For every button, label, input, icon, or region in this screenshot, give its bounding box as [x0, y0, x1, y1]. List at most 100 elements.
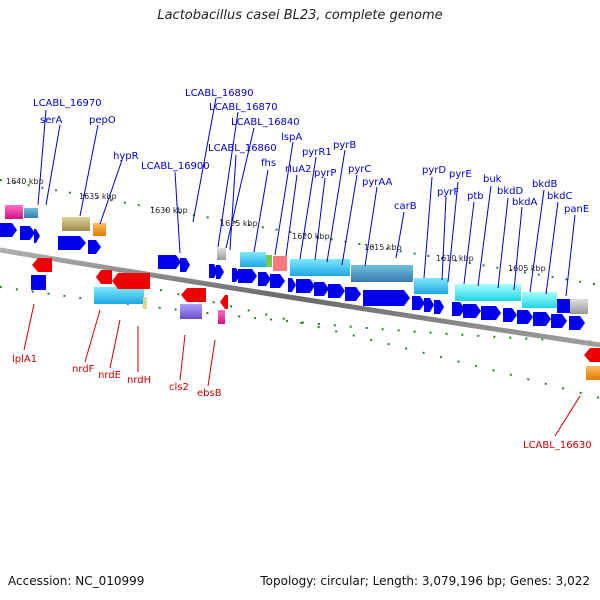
gene-label: nrdF	[72, 364, 95, 375]
gene-label: pyrE	[449, 169, 472, 180]
feature-block	[218, 310, 225, 324]
forward-gene-arrow	[452, 302, 465, 316]
forward-gene-arrow	[481, 306, 501, 320]
gene-label: rluA2	[285, 164, 311, 175]
forward-gene-arrow	[296, 279, 315, 293]
gene-label: LCABL_16860	[208, 143, 277, 154]
forward-gene-arrow	[533, 312, 551, 326]
gene-label: hypR	[113, 151, 139, 162]
gene-label: lplA1	[12, 354, 37, 365]
gene-label: buk	[483, 174, 502, 185]
feature-block	[24, 208, 38, 218]
reverse-gene-arrow	[220, 295, 228, 309]
gene-label: pyrC	[348, 164, 371, 175]
gene-label: nrdE	[98, 370, 121, 381]
gene-label: pyrR1	[302, 147, 332, 158]
tick-labels: 1640 kbp 1635 kbp 1630 kbp 1625 kbp 1620…	[6, 177, 546, 273]
reverse-gene-arrow	[96, 270, 112, 284]
leader-lines	[23, 97, 581, 437]
feature-block	[240, 252, 266, 267]
tick-label: 1605 kbp	[508, 264, 546, 273]
gene-label: LCABL_16970	[33, 98, 102, 109]
forward-gene-labels: LCABL_16970 serA pepO hypR LCABL_16900 L…	[33, 88, 589, 215]
gene-label: pyrF	[437, 187, 459, 198]
tick-label: 1610 kbp	[436, 254, 474, 263]
gene-label: fhs	[261, 158, 276, 169]
forward-gene-arrow	[412, 296, 425, 310]
feature-block	[62, 217, 90, 231]
reverse-gene-arrow	[181, 288, 206, 302]
gene-label: LCABL_16870	[209, 102, 278, 113]
forward-gene-arrow	[209, 264, 218, 278]
tick-label: 1615 kbp	[364, 243, 402, 252]
forward-gene-arrow	[258, 272, 271, 286]
gene-label: LCABL_16840	[231, 117, 300, 128]
gene-label: LCABL_16900	[141, 161, 210, 172]
forward-gene-arrow	[517, 310, 533, 324]
tick-label: 1630 kbp	[150, 206, 188, 215]
forward-gene-arrow	[20, 226, 35, 240]
feature-block	[180, 304, 202, 319]
feature-block	[143, 297, 147, 309]
feature-block	[273, 256, 287, 271]
genome-backbone	[0, 247, 600, 348]
forward-gene-arrow	[503, 308, 517, 322]
gene-label: ebsB	[197, 388, 222, 399]
tick-label: 1640 kbp	[6, 177, 44, 186]
forward-gene-arrow	[180, 258, 190, 272]
gene-label: LCABL_16890	[185, 88, 254, 99]
gene-label: LCABL_16630	[523, 440, 592, 451]
feature-block	[455, 284, 521, 301]
forward-gene-arrow	[216, 265, 224, 279]
feature-block	[586, 366, 600, 380]
forward-gene-arrow	[314, 282, 329, 296]
gene-label: bkdD	[497, 186, 523, 197]
gene-label: pyrB	[333, 140, 356, 151]
forward-gene-arrow	[0, 223, 17, 237]
forward-gene-box	[31, 275, 46, 290]
feature-block	[93, 223, 106, 236]
gene-label: cls2	[169, 382, 189, 393]
forward-gene-arrow	[363, 290, 410, 306]
gene-label: pepO	[89, 115, 116, 126]
feature-block	[351, 265, 413, 282]
forward-gene-arrow	[88, 240, 101, 254]
gene-label: pyrAA	[362, 177, 392, 188]
gene-label: carB	[394, 201, 417, 212]
gene-label: pyrP	[314, 168, 336, 179]
reverse-gene-labels: lplA1 nrdF nrdE nrdH cls2 ebsB LCABL_166…	[12, 354, 592, 451]
forward-gene-arrow	[288, 278, 296, 292]
feature-block	[290, 259, 350, 276]
forward-gene-arrow	[34, 229, 40, 243]
forward-gene-arrow	[345, 287, 361, 301]
tick-label: 1625 kbp	[220, 219, 258, 228]
feature-block	[94, 287, 144, 304]
gene-label: serA	[40, 115, 62, 126]
gene-label: bkdC	[547, 191, 572, 202]
feature-block	[570, 299, 588, 314]
forward-gene-arrow	[424, 298, 434, 312]
forward-gene-arrow	[569, 316, 585, 330]
reverse-arrows	[32, 258, 600, 362]
forward-gene-arrow	[551, 314, 567, 328]
forward-gene-arrow	[463, 304, 481, 318]
map-title: Lactobacillus casei BL23, complete genom…	[157, 8, 443, 23]
feature-block	[414, 278, 448, 294]
gene-label: lspA	[281, 132, 302, 143]
accession-text: Accession: NC_010999	[8, 574, 145, 588]
tick-label: 1635 kbp	[79, 192, 117, 201]
genome-summary-text: Topology: circular; Length: 3,079,196 bp…	[260, 574, 590, 588]
forward-gene-arrow	[238, 269, 257, 283]
gene-label: pyrD	[422, 165, 446, 176]
reverse-gene-arrow	[112, 273, 150, 289]
gene-label: ptb	[467, 191, 484, 202]
forward-gene-arrow	[328, 284, 345, 298]
gene-label: panE	[564, 204, 589, 215]
forward-gene-arrow	[434, 300, 444, 314]
forward-gene-arrow	[158, 255, 181, 269]
feature-blocks	[5, 205, 600, 380]
tick-label: 1620 kbp	[292, 232, 330, 241]
gene-label: nrdH	[127, 375, 151, 386]
gene-label: bkdB	[532, 179, 557, 190]
